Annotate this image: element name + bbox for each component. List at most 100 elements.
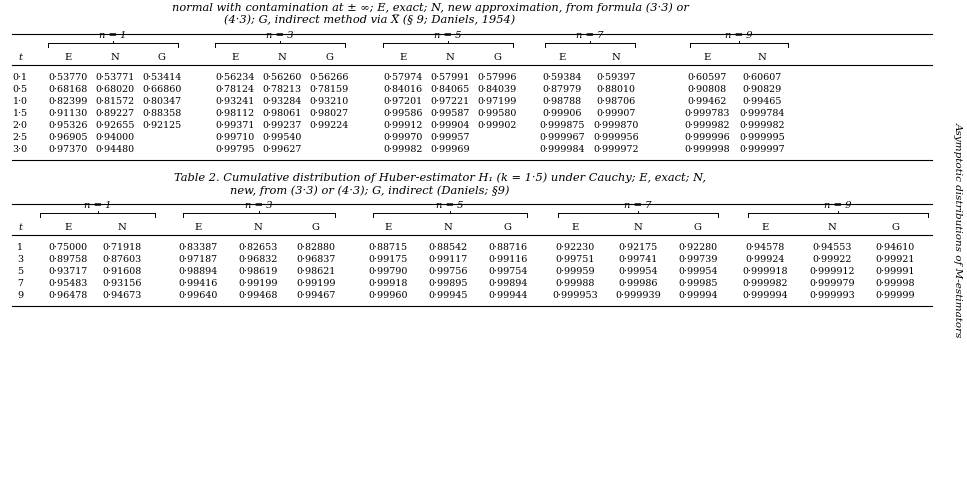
Text: 2·5: 2·5	[13, 132, 28, 141]
Text: 1·0: 1·0	[13, 97, 27, 106]
Text: 0·82653: 0·82653	[238, 243, 278, 251]
Text: 0·99986: 0·99986	[618, 278, 658, 288]
Text: 0·98621: 0·98621	[296, 266, 336, 275]
Text: 5: 5	[17, 266, 23, 275]
Text: 0·999939: 0·999939	[615, 291, 660, 300]
Text: E: E	[65, 223, 72, 232]
Text: 0·97221: 0·97221	[430, 97, 470, 106]
Text: 2·0: 2·0	[13, 121, 27, 129]
Text: 0·5: 0·5	[13, 84, 28, 94]
Text: 0·78159: 0·78159	[309, 84, 349, 94]
Text: 0·99640: 0·99640	[178, 291, 218, 300]
Text: n = 1: n = 1	[100, 32, 127, 41]
Text: 0·999953: 0·999953	[552, 291, 598, 300]
Text: 0·999783: 0·999783	[685, 109, 730, 118]
Text: 0·96832: 0·96832	[238, 254, 278, 263]
Text: 0·93717: 0·93717	[48, 266, 88, 275]
Text: 0·99921: 0·99921	[875, 254, 915, 263]
Text: 0·99754: 0·99754	[488, 266, 528, 275]
Text: 0·93210: 0·93210	[309, 97, 349, 106]
Text: 0·88542: 0·88542	[428, 243, 468, 251]
Text: 0·999982: 0·999982	[743, 278, 788, 288]
Text: 0·98706: 0·98706	[597, 97, 635, 106]
Text: 0·56234: 0·56234	[216, 72, 254, 81]
Text: E: E	[384, 223, 392, 232]
Text: E: E	[399, 53, 407, 62]
Text: 0·57991: 0·57991	[430, 72, 470, 81]
Text: 0·999998: 0·999998	[685, 144, 730, 153]
Text: 0·99756: 0·99756	[428, 266, 468, 275]
Text: 0·99790: 0·99790	[368, 266, 408, 275]
Text: 0·88715: 0·88715	[368, 243, 407, 251]
Text: G: G	[493, 53, 501, 62]
Text: 0·78124: 0·78124	[216, 84, 254, 94]
Text: 9: 9	[17, 291, 23, 300]
Text: 0·999784: 0·999784	[740, 109, 784, 118]
Text: 0·97370: 0·97370	[48, 144, 88, 153]
Text: 0·92655: 0·92655	[96, 121, 134, 129]
Text: (4·3); G, indirect method via X̅ (§ 9; Daniels, 1954): (4·3); G, indirect method via X̅ (§ 9; D…	[224, 15, 515, 25]
Text: 0·91608: 0·91608	[103, 266, 141, 275]
Text: 0·99907: 0·99907	[597, 109, 635, 118]
Text: G: G	[325, 53, 333, 62]
Text: 0·99944: 0·99944	[488, 291, 528, 300]
Text: 0·99912: 0·99912	[383, 121, 423, 129]
Text: 0·99988: 0·99988	[555, 278, 595, 288]
Text: N: N	[611, 53, 621, 62]
Text: n = 9: n = 9	[824, 201, 852, 210]
Text: 0·98112: 0·98112	[216, 109, 254, 118]
Text: 0·96837: 0·96837	[296, 254, 336, 263]
Text: 0·99945: 0·99945	[428, 291, 468, 300]
Text: 0·99468: 0·99468	[238, 291, 278, 300]
Text: E: E	[231, 53, 239, 62]
Text: 0·999956: 0·999956	[593, 132, 639, 141]
Text: 0·87979: 0·87979	[542, 84, 581, 94]
Text: n = 5: n = 5	[434, 32, 462, 41]
Text: 0·99580: 0·99580	[478, 109, 516, 118]
Text: N: N	[253, 223, 262, 232]
Text: 0·81572: 0·81572	[96, 97, 134, 106]
Text: 0·95483: 0·95483	[48, 278, 88, 288]
Text: 0·99465: 0·99465	[743, 97, 781, 106]
Text: 0·83387: 0·83387	[178, 243, 218, 251]
Text: 0·75000: 0·75000	[48, 243, 88, 251]
Text: E: E	[194, 223, 202, 232]
Text: 0·56266: 0·56266	[309, 72, 349, 81]
Text: t: t	[18, 53, 22, 62]
Text: 0·999875: 0·999875	[540, 121, 585, 129]
Text: 0·99982: 0·99982	[383, 144, 423, 153]
Text: 0·99416: 0·99416	[178, 278, 218, 288]
Text: 0·84039: 0·84039	[478, 84, 516, 94]
Text: 0·94480: 0·94480	[96, 144, 134, 153]
Text: 0·99739: 0·99739	[678, 254, 718, 263]
Text: G: G	[312, 223, 320, 232]
Text: 0·68168: 0·68168	[48, 84, 88, 94]
Text: 0·99627: 0·99627	[262, 144, 302, 153]
Text: 0·93284: 0·93284	[262, 97, 302, 106]
Text: n = 3: n = 3	[266, 32, 294, 41]
Text: 0·99904: 0·99904	[430, 121, 470, 129]
Text: E: E	[65, 53, 72, 62]
Text: 0·53414: 0·53414	[142, 72, 182, 81]
Text: 0·99116: 0·99116	[488, 254, 528, 263]
Text: N: N	[278, 53, 286, 62]
Text: 0·99199: 0·99199	[296, 278, 336, 288]
Text: 0·99902: 0·99902	[478, 121, 516, 129]
Text: 0·99371: 0·99371	[216, 121, 254, 129]
Text: 0·99970: 0·99970	[383, 132, 423, 141]
Text: 0·89227: 0·89227	[96, 109, 134, 118]
Text: N: N	[110, 53, 119, 62]
Text: n = 7: n = 7	[625, 201, 652, 210]
Text: E: E	[703, 53, 711, 62]
Text: 0·88010: 0·88010	[597, 84, 635, 94]
Text: 0·90829: 0·90829	[743, 84, 781, 94]
Text: 0·99999: 0·99999	[875, 291, 915, 300]
Text: 1: 1	[17, 243, 23, 251]
Text: 0·66860: 0·66860	[142, 84, 182, 94]
Text: 0·99957: 0·99957	[430, 132, 470, 141]
Text: 0·99906: 0·99906	[542, 109, 582, 118]
Text: G: G	[504, 223, 512, 232]
Text: 0·99994: 0·99994	[678, 291, 718, 300]
Text: n = 9: n = 9	[725, 32, 752, 41]
Text: G: G	[891, 223, 899, 232]
